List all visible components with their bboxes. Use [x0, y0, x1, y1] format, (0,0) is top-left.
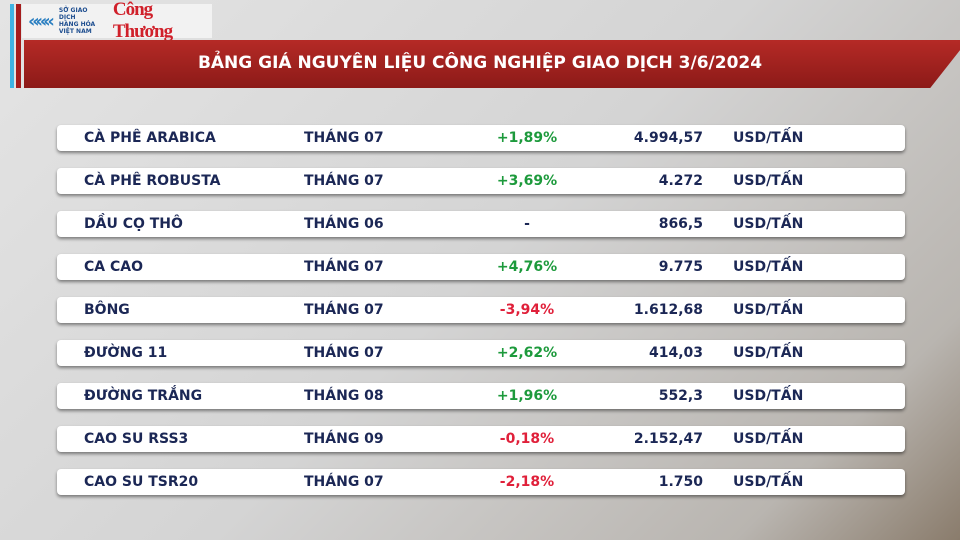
table-row: ĐƯỜNG TRẮNG THÁNG 08 +1,96% 552,3 USD/TẤN — [57, 383, 905, 409]
price-unit: USD/TẤN — [733, 173, 804, 189]
commodity-name: BÔNG — [84, 302, 130, 318]
price-value: 4.272 — [658, 173, 703, 189]
table-row: CAO SU TSR20 THÁNG 07 -2,18% 1.750 USD/TẤN — [57, 469, 905, 495]
table-row: CA CAO THÁNG 07 +4,76% 9.775 USD/TẤN — [57, 254, 905, 280]
contract-month: THÁNG 06 — [304, 216, 384, 232]
contract-month: THÁNG 07 — [304, 173, 384, 189]
price-value: 552,3 — [658, 388, 703, 404]
price-value: 866,5 — [658, 216, 703, 232]
exchange-line: SỞ GIAO DỊCH — [58, 7, 88, 21]
contract-month: THÁNG 09 — [304, 431, 384, 447]
accent-bar-blue — [10, 4, 14, 88]
contract-month: THÁNG 07 — [304, 302, 384, 318]
commodity-name: CAO SU RSS3 — [84, 431, 189, 447]
contract-month: THÁNG 08 — [304, 388, 384, 404]
exchange-line: VIỆT NAM — [58, 28, 92, 35]
exchange-line: HÀNG HÓA — [58, 21, 96, 28]
price-unit: USD/TẤN — [733, 259, 804, 275]
price-unit: USD/TẤN — [733, 345, 804, 361]
price-value: 1.612,68 — [633, 302, 703, 318]
table-row: CÀ PHÊ ARABICA THÁNG 07 +1,89% 4.994,57 USD/… — [57, 125, 905, 151]
exchange-name: SỞ GIAO DỊCH HÀNG HÓA VIỆT NAM — [59, 7, 105, 35]
price-change: +1,96% — [496, 388, 558, 404]
commodity-name: CÀ PHÊ ROBUSTA — [84, 173, 221, 189]
commodity-name: CA CAO — [84, 259, 143, 275]
price-unit: USD/TẤN — [733, 388, 804, 404]
price-change: - — [524, 216, 530, 232]
table-row: CAO SU RSS3 THÁNG 09 -0,18% 2.152,47 USD/TẤN — [57, 426, 905, 452]
brand-logo: Công Thương — [112, 0, 173, 42]
price-change: +2,62% — [496, 345, 558, 361]
logo: ««« SỞ GIAO DỊCH HÀNG HÓA VIỆT NAM Công … — [22, 0, 212, 42]
price-change: -3,94% — [499, 302, 555, 318]
commodity-name: CAO SU TSR20 — [84, 474, 199, 490]
table-row: ĐƯỜNG 11 THÁNG 07 +2,62% 414,03 USD/TẤN — [57, 340, 905, 366]
price-change: +1,89% — [496, 130, 558, 146]
price-unit: USD/TẤN — [733, 431, 804, 447]
commodity-name: ĐƯỜNG 11 — [84, 345, 168, 361]
table-row: DẦU CỌ THÔ THÁNG 06 - 866,5 USD/TẤN — [57, 211, 905, 237]
accent-bar-red — [16, 4, 21, 88]
contract-month: THÁNG 07 — [304, 130, 384, 146]
commodity-name: DẦU CỌ THÔ — [84, 216, 183, 232]
table-row: BÔNG THÁNG 07 -3,94% 1.612,68 USD/TẤN — [57, 297, 905, 323]
commodity-name: CÀ PHÊ ARABICA — [84, 130, 216, 146]
price-unit: USD/TẤN — [733, 474, 804, 490]
title-banner — [24, 40, 960, 88]
price-unit: USD/TẤN — [733, 130, 804, 146]
price-value: 4.994,57 — [633, 130, 703, 146]
price-change: -2,18% — [499, 474, 555, 490]
price-value: 414,03 — [648, 345, 703, 361]
price-change: +4,76% — [496, 259, 558, 275]
exchange-logo-icon: ««« — [28, 10, 55, 32]
price-change: +3,69% — [496, 173, 558, 189]
price-value: 2.152,47 — [633, 431, 703, 447]
contract-month: THÁNG 07 — [304, 345, 384, 361]
page-title: BẢNG GIÁ NGUYÊN LIỆU CÔNG NGHIỆP GIAO DỊ… — [197, 53, 763, 73]
price-unit: USD/TẤN — [733, 216, 804, 232]
contract-month: THÁNG 07 — [304, 259, 384, 275]
price-value: 9.775 — [658, 259, 703, 275]
commodity-name: ĐƯỜNG TRẮNG — [84, 388, 203, 404]
contract-month: THÁNG 07 — [304, 474, 384, 490]
table-row: CÀ PHÊ ROBUSTA THÁNG 07 +3,69% 4.272 USD/TẤN — [57, 168, 905, 194]
price-value: 1.750 — [658, 474, 703, 490]
price-unit: USD/TẤN — [733, 302, 804, 318]
price-change: -0,18% — [499, 431, 555, 447]
